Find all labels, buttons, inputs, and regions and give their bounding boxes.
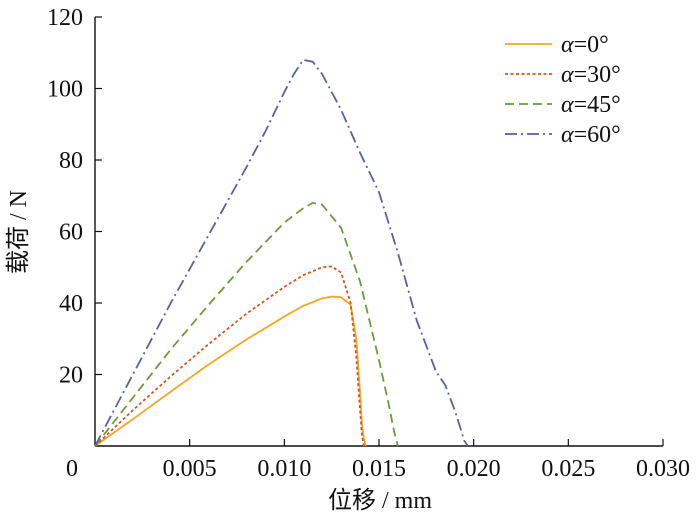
legend-label-2: α=45°	[561, 92, 621, 118]
legend: α=0°α=30°α=45°α=60°	[505, 32, 621, 148]
series-line-2	[94, 201, 399, 447]
series-line-0	[94, 295, 367, 447]
legend-value: =60°	[574, 122, 621, 148]
legend-symbol: α	[561, 32, 574, 58]
x-axis-label: 位移 / mm	[328, 487, 432, 514]
legend-symbol: α	[561, 92, 574, 118]
y-ticks: 20 40 60 80 100 120	[47, 5, 102, 389]
y-tick-label: 80	[59, 148, 83, 174]
legend-value: =30°	[574, 62, 621, 88]
y-tick-label: 40	[59, 291, 83, 317]
x-tick-label: 0.015	[352, 456, 406, 482]
legend-label-3: α=60°	[561, 122, 621, 148]
y-tick-label: 20	[59, 363, 83, 389]
series-layer	[94, 58, 469, 447]
legend-value: =0°	[574, 32, 609, 58]
x-tick-label: 0.025	[541, 456, 595, 482]
y-tick-label: 120	[47, 5, 83, 31]
legend-value: =45°	[574, 92, 621, 118]
y-axis-label: 载荷 / N	[5, 190, 32, 274]
y-tick-label: 100	[47, 77, 83, 103]
plot-area: 20 40 60 80 100 120 0 0.005 0.010 0.015 0.020 0.02…	[47, 5, 690, 482]
legend-label-1: α=30°	[561, 62, 621, 88]
x-tick-label: 0.005	[163, 456, 217, 482]
legend-symbol: α	[561, 62, 574, 88]
series-line-1	[94, 265, 365, 447]
x-tick-label: 0.010	[257, 456, 311, 482]
legend-symbol: α	[561, 122, 574, 148]
series-line-3	[94, 58, 469, 447]
x-tick-label: 0.020	[447, 456, 501, 482]
x-tick-label: 0	[66, 456, 78, 482]
x-tick-label: 0.030	[636, 456, 690, 482]
legend-label-0: α=0°	[561, 32, 609, 58]
x-ticks: 0 0.005 0.010 0.015 0.020 0.025 0.030	[66, 439, 690, 482]
y-tick-label: 60	[59, 220, 83, 246]
